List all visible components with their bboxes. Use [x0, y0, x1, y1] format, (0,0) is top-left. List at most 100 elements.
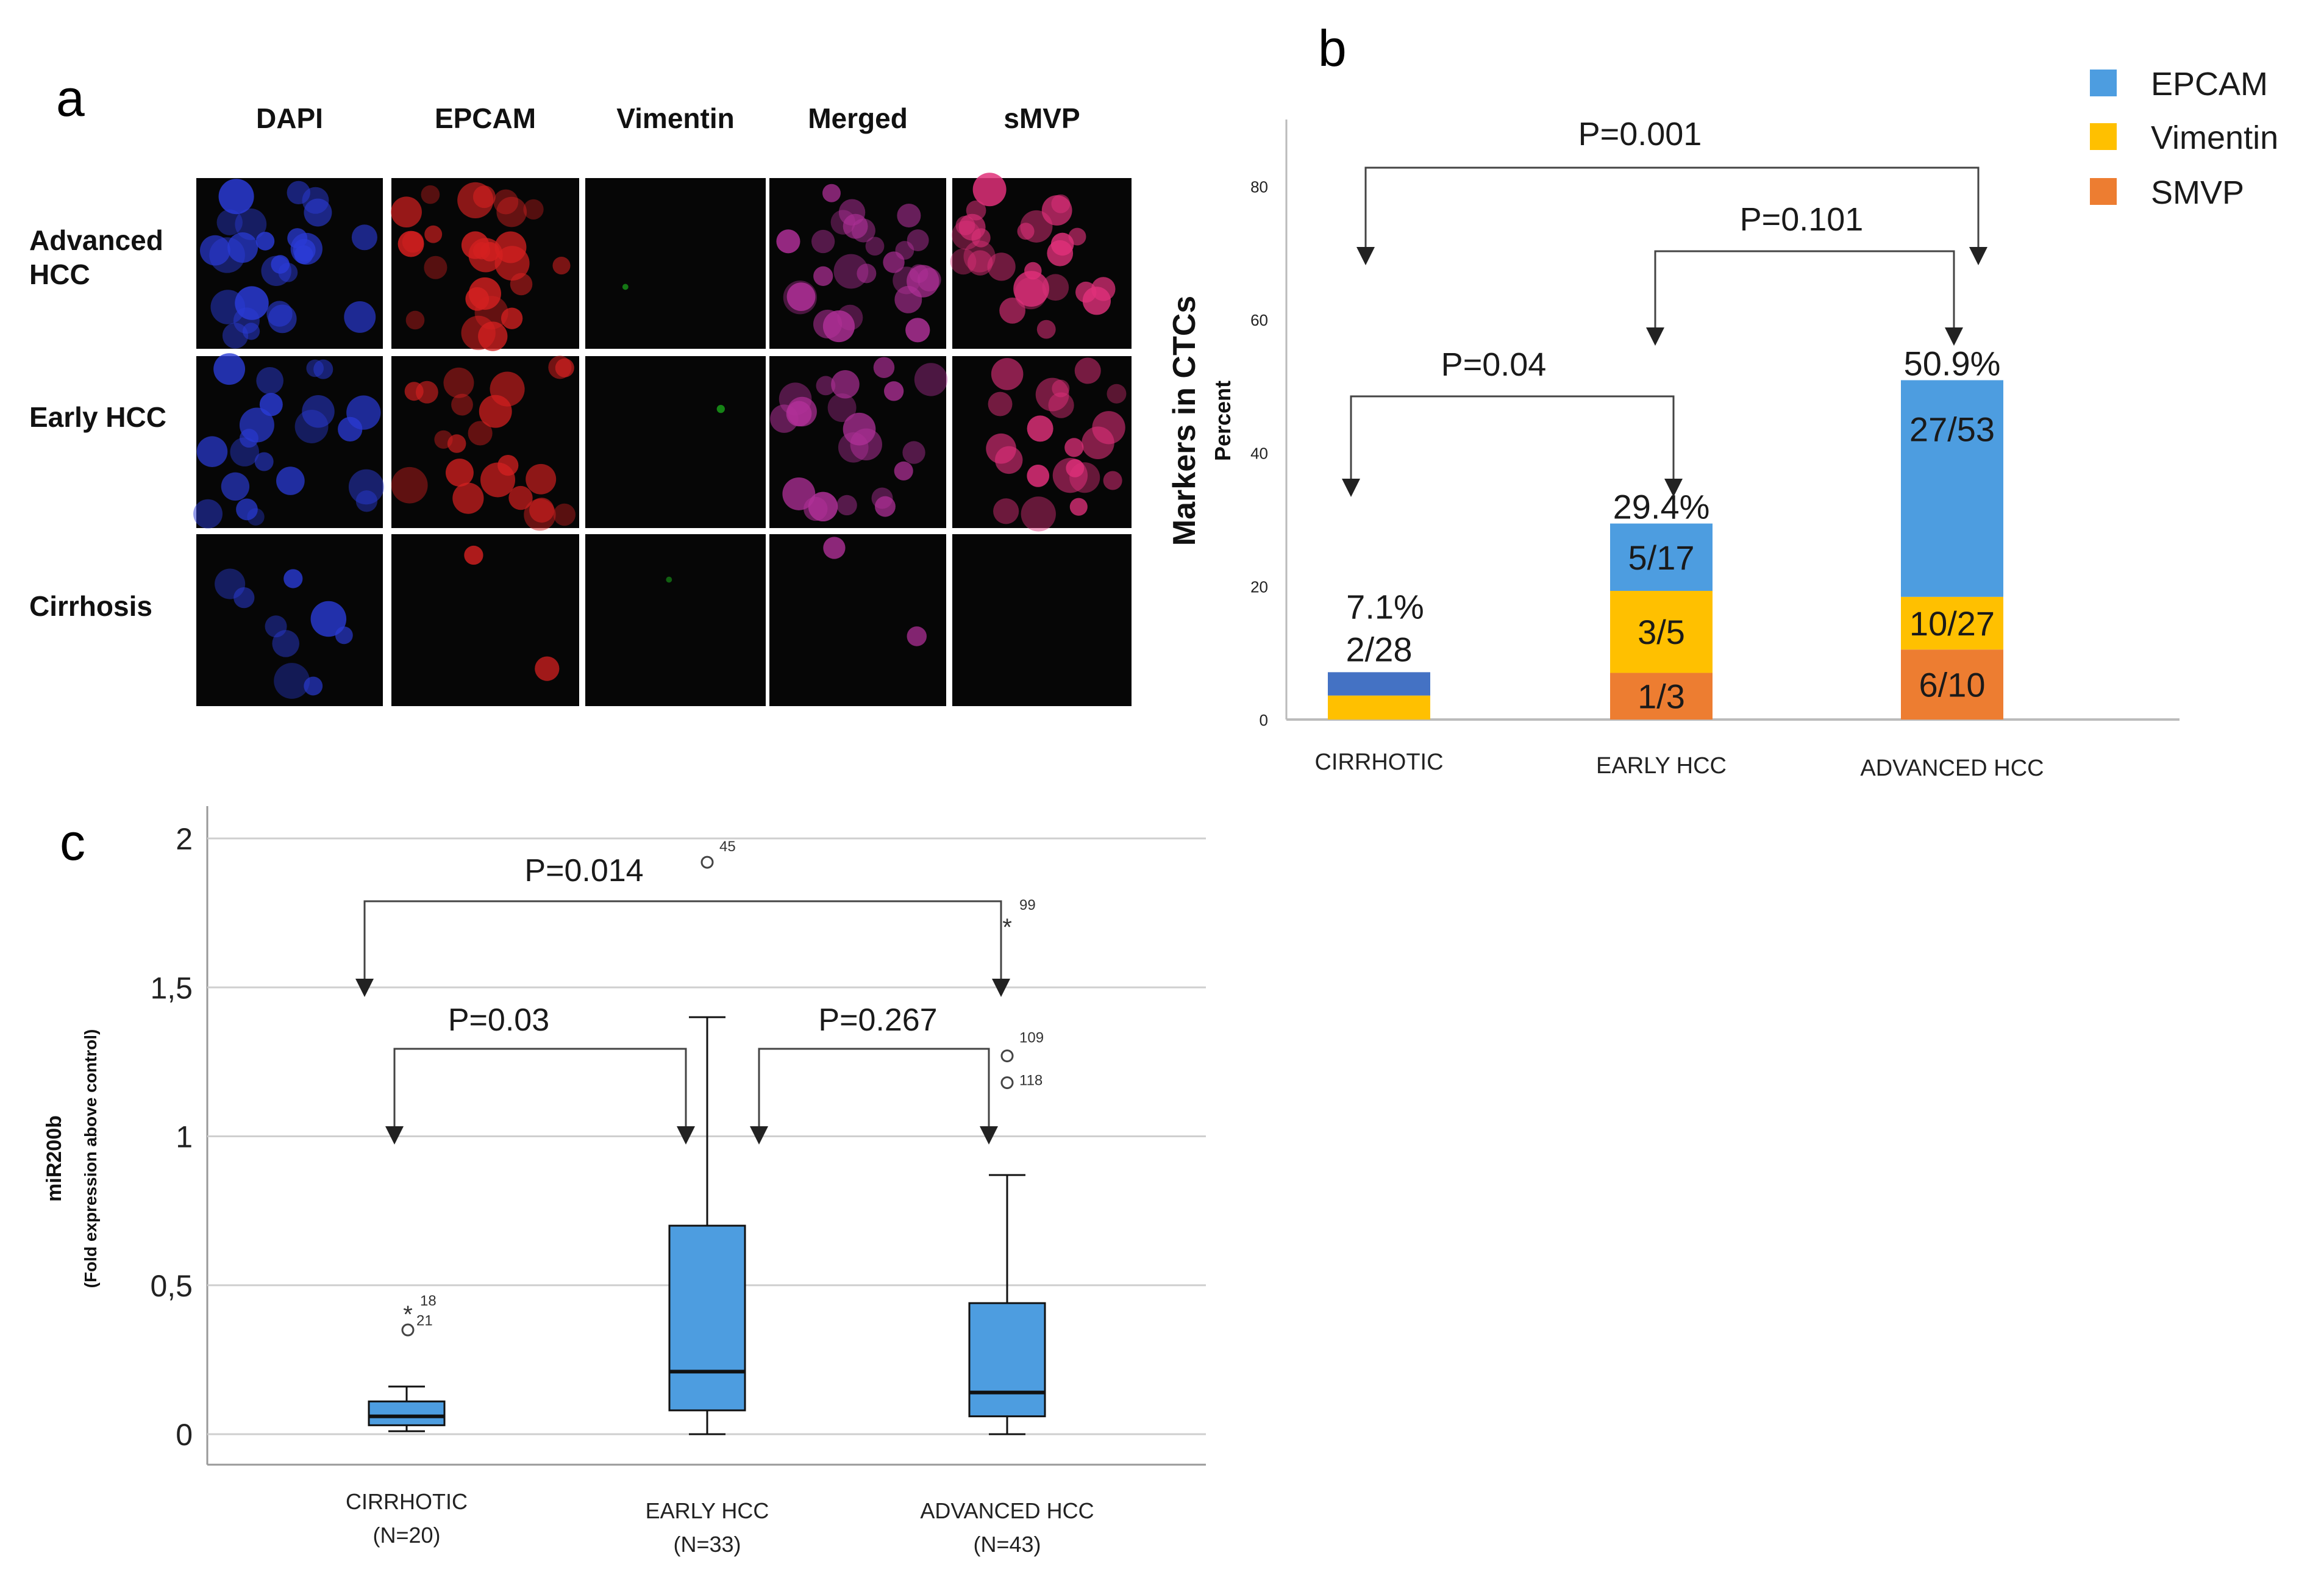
row-label-2: Early HCC	[29, 401, 166, 433]
x-tick-n-label: (N=43)	[973, 1532, 1041, 1557]
panel-c: c 0 0,5 1 1,5 2 miR200b (Fold expression above …	[43, 806, 1206, 1557]
cell-dot	[468, 277, 501, 310]
cell-dot	[434, 430, 453, 449]
bar-data-label: 10/27	[1909, 604, 1995, 643]
bar-data-label: 27/53	[1909, 410, 1995, 448]
box-iqr	[668, 1224, 746, 1412]
cell-dot	[310, 601, 347, 637]
p-bracket-c-1-line	[363, 900, 1010, 997]
cell-dot	[397, 230, 424, 257]
cell-dot	[351, 224, 377, 251]
cell-dot	[991, 358, 1024, 390]
y-tick-label: 2	[176, 822, 193, 856]
cell-dot	[1069, 498, 1088, 516]
column-label-dapi: DAPI	[256, 102, 323, 134]
micrograph-tile-r2-c1	[196, 356, 383, 528]
cell-dot	[452, 482, 484, 514]
cell-dot	[666, 576, 672, 583]
y-tick-label: 20	[1250, 577, 1268, 596]
column-label-vimentin: Vimentin	[616, 102, 734, 134]
panel-b-letter: b	[1318, 20, 1347, 77]
cell-dot	[535, 656, 560, 681]
cell-dot	[490, 371, 525, 407]
y-axis-sublabel: (Fold expression above control)	[81, 1029, 100, 1288]
micrograph-tile-r3-c1	[196, 534, 383, 706]
y-tick-label: 0	[176, 1418, 193, 1452]
x-tick-label: ADVANCED HCC	[920, 1498, 1094, 1523]
cell-dot	[239, 429, 258, 448]
cell-dot	[873, 357, 895, 378]
cell-dot	[838, 199, 866, 226]
cell-dot	[478, 321, 508, 351]
cell-dot	[313, 359, 333, 379]
cell-dot	[883, 251, 905, 273]
cell-dot	[221, 472, 250, 501]
cell-dot	[493, 189, 519, 215]
cell-dot	[256, 366, 283, 395]
cell-dot	[218, 179, 254, 215]
outlier-label: 99	[1019, 897, 1036, 913]
bar-epcam	[1328, 672, 1430, 696]
p-bracket-2-line	[1654, 250, 1963, 346]
bar-data-label: 2/28	[1346, 630, 1413, 668]
cell-dot	[967, 250, 993, 276]
cell-dot	[552, 256, 571, 275]
cell-dot	[1092, 411, 1125, 445]
cell-dot	[622, 284, 629, 290]
outlier-label: 18	[420, 1293, 437, 1309]
cell-dot	[276, 466, 305, 495]
cell-dot	[508, 485, 533, 510]
cell-dot	[468, 421, 493, 446]
cell-dot	[355, 490, 378, 512]
bar-data-label: 6/10	[1919, 666, 1986, 704]
cell-dot	[1036, 320, 1056, 339]
cell-dot	[843, 412, 876, 446]
panel-b: b 0 20 40 60 80 Markers in CTCs Percent CIRRHOTI…	[1167, 20, 2278, 781]
cell-dot	[822, 184, 841, 202]
outlier-label: 109	[1019, 1030, 1044, 1046]
cell-dot	[1021, 496, 1056, 532]
bar-epcam	[1610, 523, 1713, 591]
cell-dot	[210, 290, 246, 324]
cell-dot	[447, 434, 466, 453]
cell-dot	[865, 237, 885, 256]
legend-swatch-smvp	[2090, 178, 2117, 205]
cell-dot	[1017, 223, 1035, 240]
cell-dot	[813, 266, 833, 286]
panel-c-letter: c	[60, 813, 85, 871]
micrograph-tile-r3-c3	[585, 534, 766, 706]
cell-dot	[823, 537, 846, 559]
cell-dot	[897, 204, 921, 228]
legend-label-smvp: SMVP	[2151, 174, 2244, 211]
bar-data-label: 1/3	[1638, 677, 1685, 716]
outlier-circle	[1000, 1049, 1014, 1063]
cell-dot	[259, 393, 283, 416]
cell-dot	[811, 229, 835, 254]
bar-vimentin	[1610, 590, 1713, 673]
cell-dot	[1052, 458, 1088, 493]
box-iqr	[368, 1400, 446, 1426]
cell-dot	[344, 301, 376, 333]
x-tick-label: ADVANCED HCC	[1860, 756, 2044, 781]
cell-dot	[213, 353, 246, 385]
cell-dot	[893, 266, 921, 295]
cell-dot	[914, 363, 948, 396]
cell-dot	[523, 199, 544, 220]
cell-dot	[1064, 438, 1084, 457]
legend-label-vimentin: Vimentin	[2151, 120, 2278, 156]
p-bracket-c-3-line	[758, 1048, 998, 1145]
cell-dot	[304, 198, 332, 227]
cell-dot	[971, 228, 991, 248]
micrograph-tile-r3-c2	[391, 534, 579, 706]
cell-dot	[235, 208, 267, 240]
cell-dot	[988, 391, 1013, 416]
cell-dot	[905, 318, 930, 343]
y-tick-label: 1,5	[150, 971, 193, 1005]
cell-dot	[1068, 227, 1086, 246]
cell-dot	[894, 461, 913, 481]
cell-dot	[857, 263, 877, 284]
p-bracket-1-line	[1364, 166, 1987, 265]
cell-dot	[424, 225, 443, 243]
cell-dot	[1027, 464, 1050, 487]
